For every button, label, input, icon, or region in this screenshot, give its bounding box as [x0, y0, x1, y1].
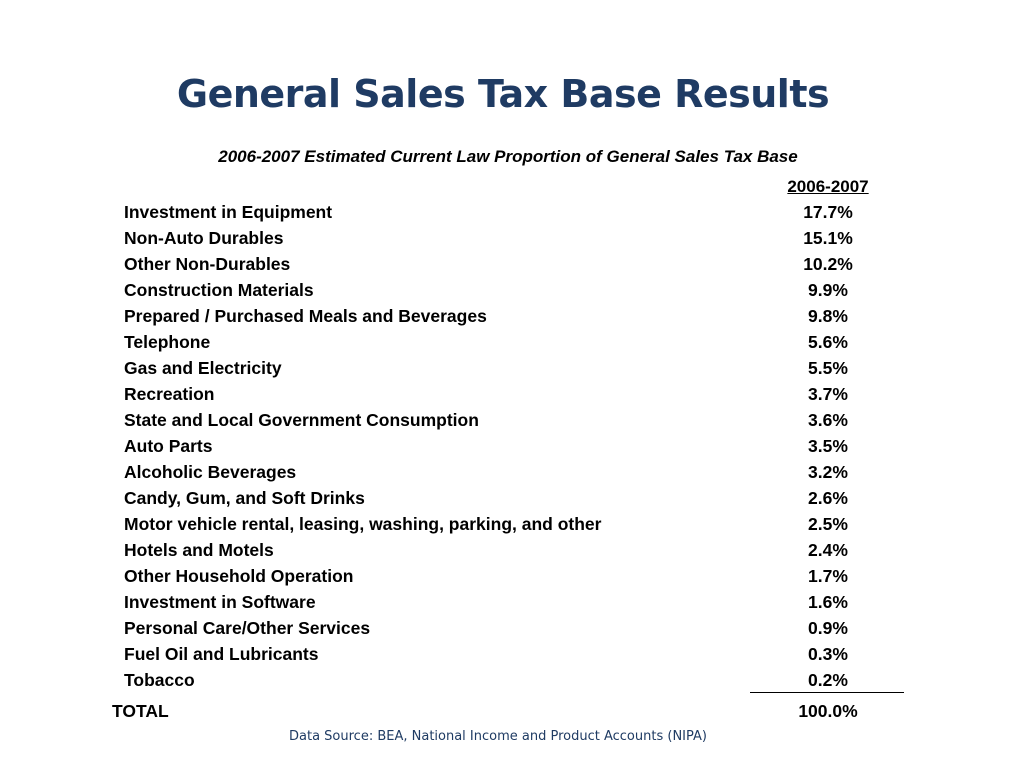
table-caption: 2006-2007 Estimated Current Law Proporti… [218, 147, 798, 166]
table-row: Alcoholic Beverages 3.2% [0, 459, 1024, 485]
row-value: 2.6% [808, 488, 848, 508]
row-value: 3.6% [808, 410, 848, 430]
table-row: Motor vehicle rental, leasing, washing, … [0, 511, 1024, 537]
row-value: 9.9% [808, 280, 848, 300]
row-label: Fuel Oil and Lubricants [124, 644, 319, 664]
table-row: Personal Care/Other Services 0.9% [0, 615, 1024, 641]
total-value: 100.0% [798, 701, 858, 721]
row-value: 10.2% [803, 254, 853, 274]
row-value: 15.1% [803, 228, 853, 248]
row-label: Personal Care/Other Services [124, 618, 371, 638]
row-value: 2.4% [808, 540, 848, 560]
page-title: General Sales Tax Base Results [176, 72, 830, 116]
table-row: Other Household Operation 1.7% [0, 563, 1024, 589]
table-row: Hotels and Motels 2.4% [0, 537, 1024, 563]
table-row: Auto Parts 3.5% [0, 433, 1024, 459]
row-value: 2.5% [808, 514, 848, 534]
row-label: Motor vehicle rental, leasing, washing, … [124, 514, 602, 534]
table-row: Non-Auto Durables 15.1% [0, 225, 1024, 251]
row-label: Hotels and Motels [124, 540, 274, 560]
row-label: Gas and Electricity [124, 358, 282, 378]
table-row: Investment in Equipment 17.7% [0, 199, 1024, 225]
row-label: State and Local Government Consumption [124, 410, 479, 430]
row-value: 3.2% [808, 462, 848, 482]
row-label: Telephone [124, 332, 211, 352]
row-label: Recreation [124, 384, 215, 404]
row-value: 9.8% [808, 306, 848, 326]
table-row: State and Local Government Consumption 3.… [0, 407, 1024, 433]
total-label: TOTAL [112, 701, 169, 721]
row-value: 0.9% [808, 618, 848, 638]
table-row: Candy, Gum, and Soft Drinks 2.6% [0, 485, 1024, 511]
row-label: Alcoholic Beverages [124, 462, 297, 482]
row-label: Construction Materials [124, 280, 314, 300]
table-row: Other Non-Durables 10.2% [0, 251, 1024, 277]
row-value: 0.2% [808, 670, 848, 690]
row-value: 3.5% [808, 436, 848, 456]
data-source-note: Data Source: BEA, National Income and Pr… [289, 729, 707, 744]
table-row: Prepared / Purchased Meals and Beverages… [0, 303, 1024, 329]
row-value: 1.6% [808, 592, 848, 612]
row-value: 17.7% [803, 202, 853, 222]
row-label: Auto Parts [124, 436, 213, 456]
table-row: Fuel Oil and Lubricants 0.3% [0, 641, 1024, 667]
row-label: Investment in Software [124, 592, 316, 612]
row-label: Other Non-Durables [124, 254, 291, 274]
row-value: 3.7% [808, 384, 848, 404]
row-value: 5.6% [808, 332, 848, 352]
row-label: Non-Auto Durables [124, 228, 284, 248]
row-label: Other Household Operation [124, 566, 354, 586]
table-row: Investment in Software 1.6% [0, 589, 1024, 615]
row-label: Prepared / Purchased Meals and Beverages [124, 306, 487, 326]
row-label: Tobacco [124, 670, 195, 690]
table-row: Tobacco 0.2% [0, 667, 1024, 693]
total-divider [750, 692, 904, 693]
table-row: Recreation 3.7% [0, 381, 1024, 407]
row-label: Candy, Gum, and Soft Drinks [124, 488, 365, 508]
column-header: 2006-2007 [787, 177, 869, 196]
table-row: Gas and Electricity 5.5% [0, 355, 1024, 381]
row-value: 1.7% [808, 566, 848, 586]
table-row: Construction Materials 9.9% [0, 277, 1024, 303]
tax-base-table: Investment in Equipment 17.7% Non-Auto Du… [0, 199, 1024, 693]
row-value: 5.5% [808, 358, 848, 378]
row-value: 0.3% [808, 644, 848, 664]
row-label: Investment in Equipment [124, 202, 333, 222]
table-row: Telephone 5.6% [0, 329, 1024, 355]
